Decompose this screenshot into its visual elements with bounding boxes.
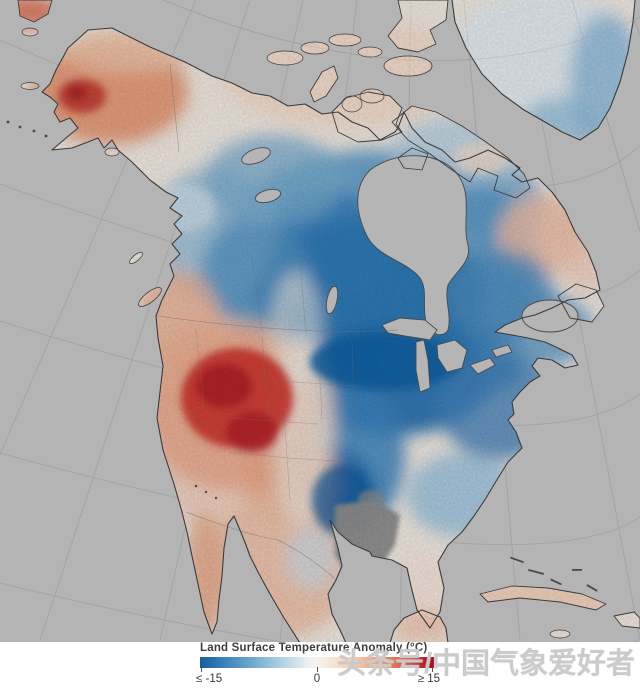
legend-labels: ≤ -15 0 ≥ 15 — [196, 673, 440, 687]
legend-label-max: ≥ 15 — [417, 673, 440, 685]
legend-label-zero: 0 — [313, 673, 321, 685]
gulf-of-st-lawrence — [521, 299, 579, 333]
lake-erie — [469, 357, 496, 375]
legend-tick-zero — [317, 667, 318, 672]
north-america-anomaly-map — [0, 0, 640, 642]
legend-tick-max — [432, 667, 433, 672]
map-legend: Land Surface Temperature Anomaly (°C) ≤ … — [196, 641, 440, 687]
coastlines — [17, 0, 640, 642]
legend-title: Land Surface Temperature Anomaly (°C) — [200, 642, 428, 654]
political-borders — [157, 63, 399, 581]
legend-tick-min — [201, 667, 202, 672]
lake-ontario — [491, 344, 513, 358]
lake-huron — [436, 339, 468, 373]
hudson-bay — [357, 155, 470, 336]
graticule-overlay — [162, 0, 640, 232]
lake-superior — [381, 317, 438, 341]
map-area — [0, 0, 640, 642]
inland-water — [241, 147, 579, 393]
lake-michigan — [415, 339, 431, 393]
legend-colorbar — [200, 657, 434, 672]
legend-label-min: ≤ -15 — [196, 673, 223, 685]
small-islands — [6, 120, 598, 592]
